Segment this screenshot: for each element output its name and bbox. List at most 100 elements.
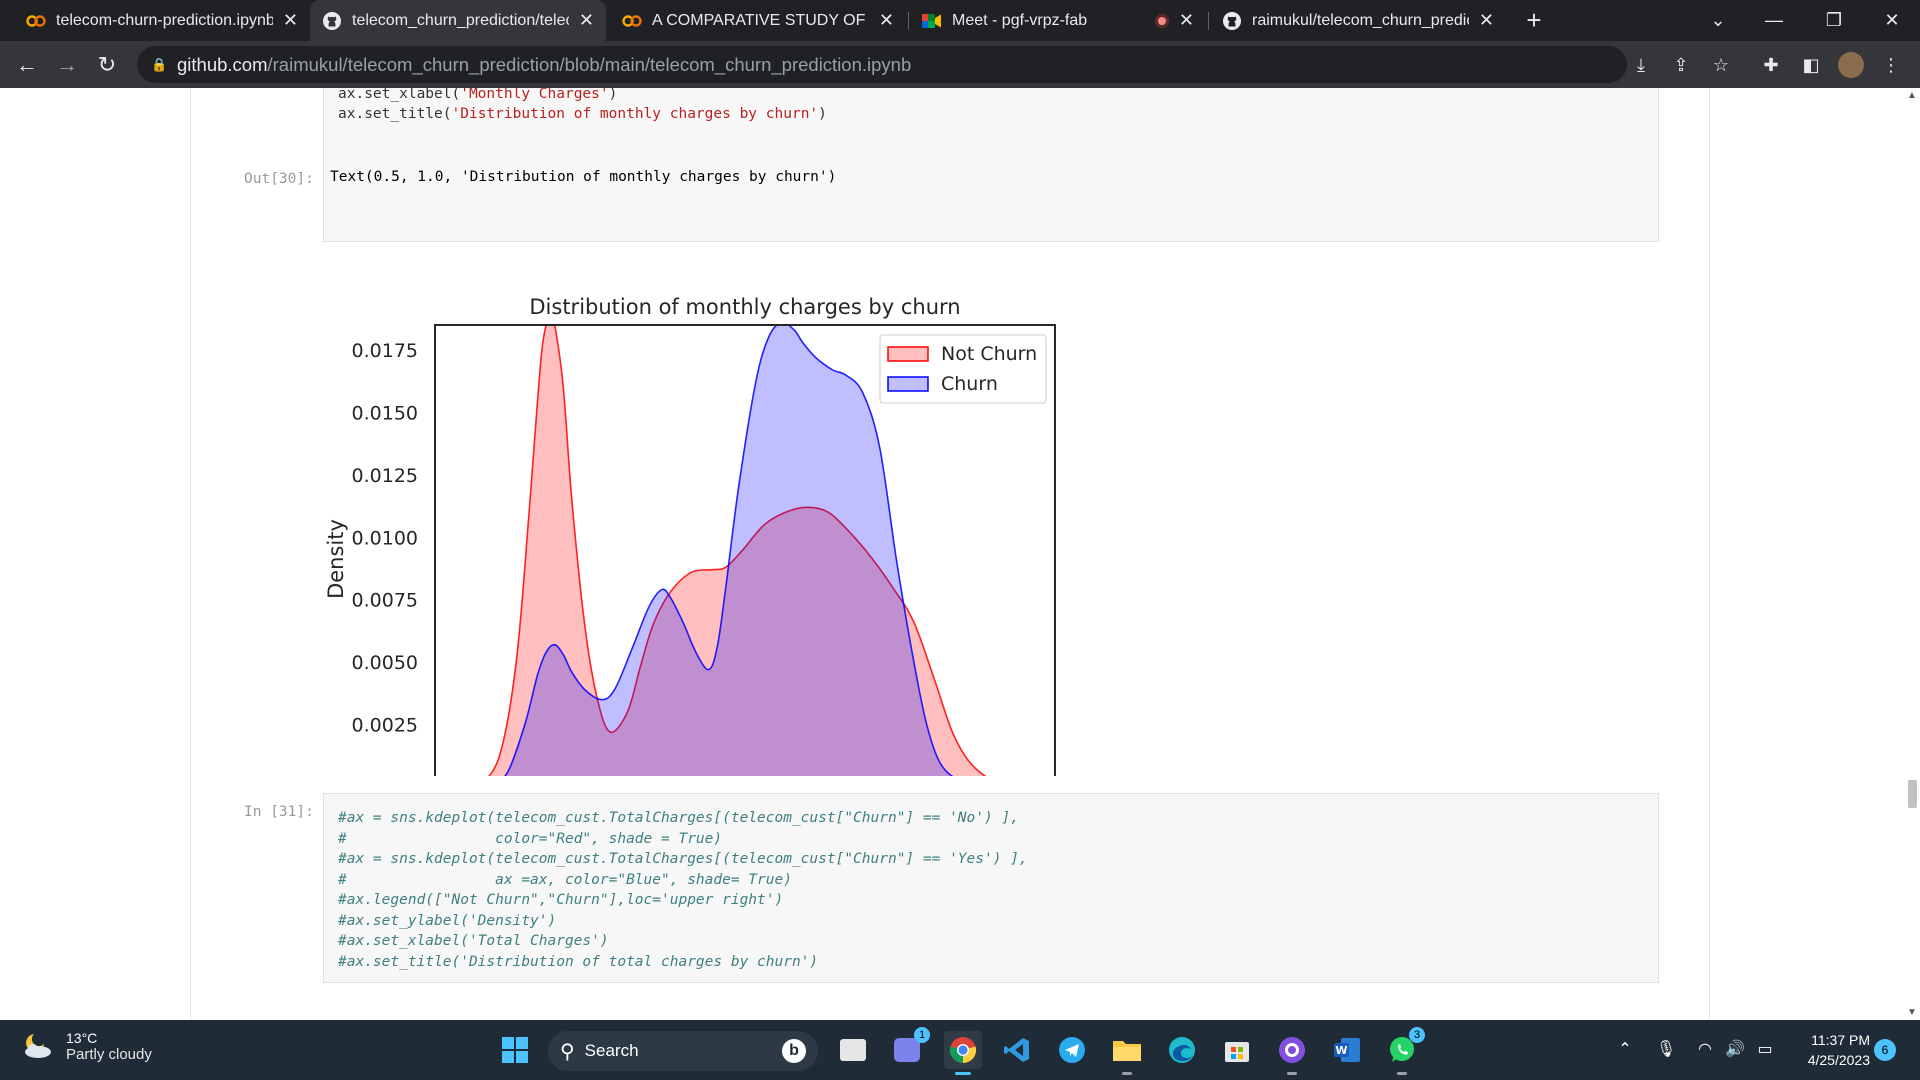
close-icon[interactable]: ✕ [282, 10, 298, 30]
svg-text:W: W [1335, 1044, 1347, 1057]
y-tick-label: 0.0100 [352, 527, 418, 549]
back-button[interactable]: ← [16, 52, 38, 77]
taskbar-file-explorer[interactable] [1108, 1031, 1146, 1075]
extensions-icon[interactable]: ✚ [1763, 54, 1779, 75]
kde-area-churn [505, 325, 952, 776]
taskbar-whatsapp[interactable]: 3 [1383, 1027, 1425, 1075]
microphone-icon[interactable]: 🎙 [1655, 1041, 1677, 1058]
code-line: #ax = sns.kdeplot(telecom_cust.TotalChar… [338, 810, 1019, 826]
code-cell-30: ax.set_ylabel('Density') ax.set_xlabel('… [323, 88, 1659, 242]
bookmark-star-icon[interactable]: ☆ [1712, 54, 1730, 75]
kde-area-not-churn [489, 325, 986, 776]
y-tick-label: 0.0075 [352, 590, 418, 612]
legend-label-churn: Churn [941, 373, 998, 395]
bing-icon: b [782, 1039, 806, 1063]
legend-swatch-not-churn [887, 346, 929, 362]
minimize-button[interactable]: — [1765, 10, 1783, 30]
weather-temp: 13°C [66, 1029, 98, 1046]
task-view-icon [840, 1039, 866, 1061]
close-icon[interactable]: ✕ [578, 10, 594, 30]
search-icon: ⚲ [560, 1040, 575, 1063]
close-window-button[interactable]: ✕ [1884, 10, 1900, 30]
weather-widget[interactable]: 13°C Partly cloudy [20, 1028, 152, 1064]
share-icon[interactable]: ⇪ [1673, 54, 1689, 75]
taskbar-store[interactable] [1218, 1031, 1256, 1069]
out-prompt: Out[30]: [244, 171, 314, 187]
word-icon: W [1334, 1038, 1360, 1062]
code-line: #ax.set_ylabel('Density') [338, 912, 557, 929]
start-button[interactable] [496, 1031, 534, 1069]
tab-title: A COMPARATIVE STUDY OF MUL [652, 11, 869, 29]
taskbar-vscode[interactable] [998, 1031, 1036, 1069]
taskbar-chrome[interactable] [944, 1031, 982, 1075]
wifi-icon[interactable]: ◠ [1698, 1041, 1712, 1058]
legend: Not Churn Churn [879, 334, 1047, 404]
page-scrollbar[interactable]: ▲ ▼ [1904, 88, 1920, 1020]
tab-colab-notebook[interactable]: telecom-churn-prediction.ipynb ✕ [14, 0, 310, 41]
windows-logo-icon [502, 1037, 528, 1063]
tab-strip: telecom-churn-prediction.ipynb ✕ telecom… [0, 0, 1920, 41]
active-indicator [955, 1072, 971, 1075]
browser-toolbar: ← → ↻ 🔒 github.com/raimukul/telecom_chur… [0, 41, 1920, 88]
battery-icon[interactable]: ▭ [1757, 1041, 1773, 1058]
kde-series-group [487, 325, 987, 776]
windows-taskbar: 13°C Partly cloudy ⚲ Search b 1 W 3 ⌃ 🎙 … [0, 1020, 1920, 1080]
y-tick-label: 0.0175 [352, 340, 418, 362]
search-placeholder: Search [584, 1041, 639, 1060]
notification-count-badge[interactable]: 6 [1874, 1039, 1896, 1061]
tab-github-repo[interactable]: raimukul/telecom_churn_predicti ✕ [1210, 0, 1506, 41]
taskbar-telegram[interactable] [1053, 1031, 1091, 1069]
show-hidden-icons-chevron-icon[interactable]: ⌃ [1618, 1041, 1632, 1058]
tab-separator [1208, 12, 1209, 30]
volume-icon[interactable]: 🔊 [1725, 1041, 1745, 1058]
taskbar-word[interactable]: W [1328, 1031, 1366, 1069]
install-app-icon[interactable]: ⤓ [1637, 54, 1645, 75]
lock-icon: 🔒 [151, 56, 168, 72]
y-axis-label: Density [324, 519, 348, 599]
running-indicator [1397, 1072, 1407, 1075]
reload-button[interactable]: ↻ [97, 52, 117, 77]
folder-icon [1113, 1041, 1141, 1061]
close-icon[interactable]: ✕ [1178, 10, 1194, 30]
forward-button[interactable]: → [56, 52, 78, 77]
code-line: ax.set_xlabel('Monthly Charges') [338, 88, 618, 102]
new-tab-button[interactable]: + [1526, 5, 1542, 35]
tab-comparative-study[interactable]: A COMPARATIVE STUDY OF MUL ✕ [610, 0, 906, 41]
tab-search-icon[interactable]: ⌄ [1710, 10, 1726, 30]
code-cell-31: #ax = sns.kdeplot(telecom_cust.TotalChar… [323, 793, 1659, 983]
side-panel-icon[interactable]: ◧ [1802, 54, 1820, 75]
code-line: #ax.set_xlabel('Total Charges') [338, 933, 609, 949]
kde-line-not-churn [487, 325, 987, 776]
github-desktop-icon [1279, 1037, 1305, 1063]
scroll-up-arrow-icon[interactable]: ▲ [1907, 90, 1917, 101]
tab-title: telecom-churn-prediction.ipynb [56, 11, 273, 29]
task-view-button[interactable] [834, 1031, 872, 1069]
tab-title: Meet - pgf-vrpz-fab [952, 11, 1088, 29]
profile-avatar[interactable] [1834, 48, 1868, 82]
taskbar-search[interactable]: ⚲ Search b [548, 1031, 818, 1071]
browser-menu-icon[interactable]: ⋮ [1882, 54, 1900, 75]
tab-meet[interactable]: Meet - pgf-vrpz-fab ✕ [910, 0, 1206, 41]
taskbar-edge[interactable] [1163, 1031, 1201, 1069]
github-notebook-viewer: ax.set_ylabel('Density') ax.set_xlabel('… [0, 88, 1920, 1020]
close-icon[interactable]: ✕ [878, 10, 894, 30]
scroll-down-arrow-icon[interactable]: ▼ [1907, 1007, 1917, 1018]
whatsapp-badge: 3 [1409, 1027, 1425, 1043]
scrollbar-thumb[interactable] [1908, 780, 1917, 808]
y-tick-label: 0.0025 [352, 715, 418, 737]
taskbar-teams[interactable]: 1 [888, 1027, 930, 1069]
partly-cloudy-night-icon [25, 1034, 51, 1058]
legend-swatch-churn [887, 376, 929, 392]
telegram-icon [1059, 1037, 1085, 1063]
recording-icon [1154, 13, 1169, 28]
close-icon[interactable]: ✕ [1478, 10, 1494, 30]
code-line: # color="Red", shade = True) [338, 830, 723, 847]
system-clock[interactable]: 11:37 PM 4/25/2023 [1790, 1030, 1870, 1070]
tab-github-notebook[interactable]: telecom_churn_prediction/teleco ✕ [310, 0, 606, 41]
restore-button[interactable]: ❐ [1825, 10, 1843, 30]
address-bar[interactable]: 🔒 github.com/raimukul/telecom_churn_pred… [137, 46, 1627, 83]
store-icon [1225, 1042, 1249, 1062]
tab-separator [908, 12, 909, 30]
taskbar-github-desktop[interactable] [1273, 1031, 1311, 1075]
vscode-icon [1004, 1038, 1029, 1062]
